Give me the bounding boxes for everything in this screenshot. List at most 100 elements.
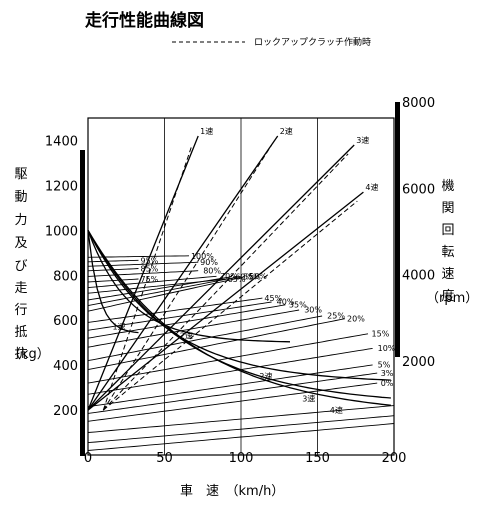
y-axis-label-char: 及 bbox=[14, 236, 27, 251]
gear-curve bbox=[87, 230, 139, 334]
throttle-curve bbox=[87, 275, 217, 289]
y2-axis-label-char: 関 bbox=[441, 201, 454, 216]
gear-label: 2速 bbox=[180, 332, 193, 341]
throttle-label: 65% bbox=[228, 275, 246, 284]
throttle-curve bbox=[87, 261, 199, 267]
x-tick-label: 0 bbox=[84, 451, 92, 466]
throttle-label: 85% bbox=[140, 265, 158, 274]
throttle-label: 10% bbox=[378, 344, 396, 353]
throttle-label: 35% bbox=[289, 301, 307, 310]
throttle-label: 95% bbox=[140, 256, 158, 265]
engine-speed-line-lockup bbox=[102, 144, 193, 411]
throttle-curve bbox=[87, 347, 373, 395]
gridlines bbox=[164, 118, 318, 455]
engine-speed-line-lockup bbox=[102, 200, 358, 411]
gear-label: 2速 bbox=[259, 372, 272, 381]
throttle-curve bbox=[87, 259, 139, 263]
y2-axis-label-char: 転 bbox=[441, 245, 454, 260]
x-tick-label: 100 bbox=[229, 451, 254, 466]
y-axis-label-char: び bbox=[14, 259, 27, 274]
throttle-label: 60% bbox=[235, 273, 253, 282]
engine-speed-line-lockup bbox=[102, 153, 349, 411]
right-axis-bar bbox=[395, 102, 400, 357]
throttle-curve bbox=[87, 276, 245, 312]
throttle-curve bbox=[87, 364, 373, 408]
throttle-curve bbox=[87, 276, 240, 307]
throttle-label: 70% bbox=[220, 272, 238, 281]
resistance-line bbox=[87, 415, 395, 444]
x-tick-label: 200 bbox=[382, 451, 407, 466]
x-tick-label: 50 bbox=[156, 451, 173, 466]
gear-curve bbox=[87, 229, 391, 406]
throttle-label: 40% bbox=[277, 298, 295, 307]
y2-axis-label-char: 度 bbox=[441, 288, 454, 304]
x-axis-label: 車 速 （km/h） bbox=[180, 484, 284, 499]
chart-title: 走行性能曲線図 bbox=[85, 10, 204, 31]
legend-label: ロックアップクラッチ作動時 bbox=[254, 36, 371, 48]
engine-speed-line bbox=[87, 144, 355, 411]
y-tick-label: 200 bbox=[53, 404, 78, 419]
throttle-label: 0% bbox=[381, 379, 394, 388]
y-tick-label: 1400 bbox=[45, 134, 78, 149]
throttle-label: 75% bbox=[140, 275, 158, 284]
throttle-label: 5% bbox=[378, 360, 391, 369]
throttle-label: 100% bbox=[191, 252, 214, 261]
engine-speed-line bbox=[87, 135, 279, 411]
gear-label-top: 1速 bbox=[200, 127, 213, 136]
y-axis-label-char: 動 bbox=[14, 190, 27, 205]
throttle-curve bbox=[87, 318, 346, 371]
throttle-label: 3% bbox=[381, 369, 394, 378]
throttle-label: 90% bbox=[200, 258, 218, 267]
y2-tick-label: 2000 bbox=[402, 355, 435, 370]
gear-curve bbox=[87, 230, 391, 381]
y2-axis-label-char: 機 bbox=[441, 179, 454, 194]
throttle-curve bbox=[87, 297, 263, 323]
y-axis-unit-right: （rpm） bbox=[426, 291, 478, 306]
x-tick-label: 150 bbox=[305, 451, 330, 466]
y-tick-label: 800 bbox=[53, 269, 78, 284]
throttle-curve bbox=[87, 276, 231, 301]
y2-tick-label: 8000 bbox=[402, 96, 435, 111]
throttle-label: 15% bbox=[372, 330, 390, 339]
throttle-curve bbox=[87, 372, 378, 414]
throttle-label: 80% bbox=[203, 267, 221, 276]
throttle-label: 20% bbox=[347, 315, 365, 324]
y-axis-label-char: 抗 bbox=[14, 347, 27, 362]
engine-speed-line-lockup bbox=[102, 144, 273, 411]
y-axis-label-char: 走 bbox=[14, 281, 27, 296]
y-axis-unit-left: （kg） bbox=[8, 347, 50, 362]
y2-axis-label-char: 速 bbox=[441, 267, 454, 282]
left-tick-labels: 200 400 600 800 1000 1200 1400 bbox=[45, 134, 78, 419]
gear-label-top: 2速 bbox=[280, 127, 293, 136]
right-tick-labels: 2000 4000 6000 8000 bbox=[402, 96, 435, 370]
throttle-curve bbox=[87, 309, 300, 348]
gear-label: 3速 bbox=[302, 395, 315, 404]
gear-label-top: 3速 bbox=[356, 136, 369, 145]
gear-label: 1速 bbox=[112, 323, 125, 332]
throttle-curve bbox=[87, 382, 378, 422]
y-axis-label-char: 力 bbox=[14, 213, 27, 228]
throttle-label: 50% bbox=[249, 272, 267, 281]
gear-curve bbox=[87, 230, 291, 343]
y2-tick-label: 4000 bbox=[402, 269, 435, 284]
throttle-curve bbox=[87, 301, 272, 331]
y-tick-label: 600 bbox=[53, 314, 78, 329]
throttle-label: 55% bbox=[243, 272, 261, 281]
y-tick-label: 400 bbox=[53, 359, 78, 374]
curve-labels: 100% 95% 90% 85% 80% 75% 70%65%60%55%50% 45%40%… bbox=[112, 127, 395, 415]
left-axis-bar bbox=[80, 150, 85, 456]
curves bbox=[87, 135, 395, 451]
y-axis-label-char: 駆 bbox=[14, 167, 27, 182]
throttle-curve bbox=[87, 304, 286, 339]
resistance-line bbox=[87, 405, 395, 433]
y-tick-label: 1000 bbox=[45, 224, 78, 239]
y-tick-label: 1200 bbox=[45, 179, 78, 194]
gear-label-top: 4速 bbox=[365, 183, 378, 192]
gear-curve bbox=[87, 229, 391, 399]
y2-axis-label-char: 回 bbox=[441, 223, 454, 238]
throttle-label: 45% bbox=[264, 294, 282, 303]
bottom-tick-labels: 0 50 100 150 200 bbox=[84, 451, 407, 466]
throttle-label: 25% bbox=[327, 311, 345, 320]
